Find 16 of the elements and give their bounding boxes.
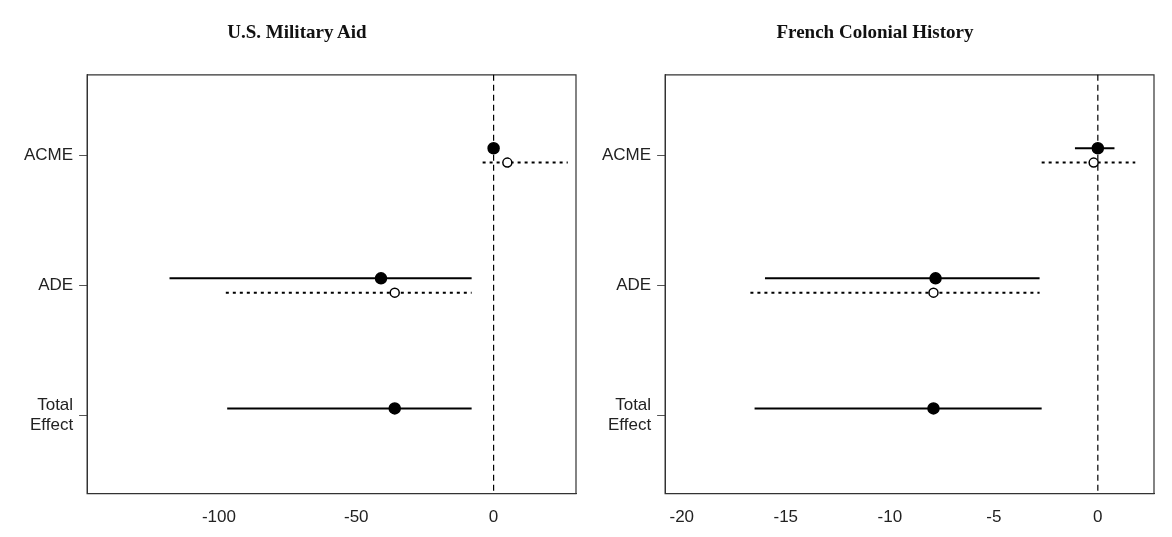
y-tick-label: Total Effect: [607, 395, 652, 435]
x-tick-label: 0: [488, 507, 499, 527]
x-tick-label: -10: [877, 507, 903, 527]
y-tick-label: Total Effect: [29, 395, 74, 435]
y-tick-label: ACME: [601, 145, 652, 165]
x-tick-label: -100: [201, 507, 236, 527]
x-tick-label: 0: [1093, 507, 1103, 527]
chart-title: U.S. Military Aid: [227, 21, 368, 43]
y-tick-label: ACME: [23, 145, 74, 165]
x-tick-label: -15: [773, 507, 799, 527]
x-tick-label: -5: [986, 507, 1002, 527]
x-tick-label: -50: [343, 507, 369, 527]
y-tick-label: ADE: [616, 275, 652, 295]
x-tick-label: -20: [669, 507, 695, 527]
chart-title: French Colonial History: [776, 21, 975, 43]
y-tick-label: ADE: [38, 275, 74, 295]
